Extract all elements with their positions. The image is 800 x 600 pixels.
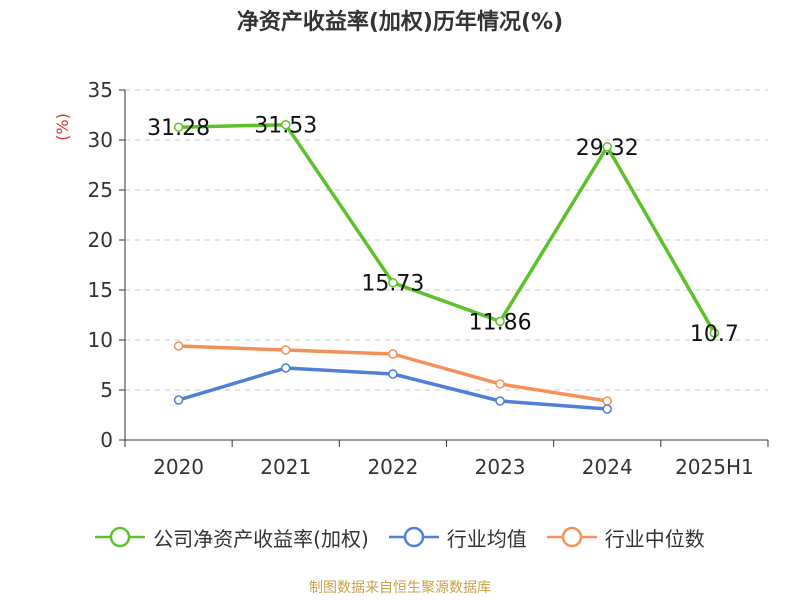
data-point xyxy=(495,396,505,406)
data-label: 31.28 xyxy=(147,116,210,141)
data-point xyxy=(281,119,291,130)
y-tick-label: 35 xyxy=(88,78,113,102)
legend-label: 行业中位数 xyxy=(604,526,705,551)
data-label: 15.73 xyxy=(361,272,424,297)
data-point xyxy=(388,369,398,379)
data-label: 29.32 xyxy=(576,136,639,161)
legend-swatch xyxy=(388,526,439,548)
chart-title: 净资产收益率(加权)历年情况(%) xyxy=(236,10,564,35)
data-point xyxy=(173,341,184,351)
data-label: 10.7 xyxy=(690,322,739,347)
data-point xyxy=(281,345,291,355)
series-line xyxy=(176,122,717,335)
y-tick-label: 25 xyxy=(88,178,113,202)
data-label: 31.53 xyxy=(254,114,317,139)
data-point xyxy=(173,395,184,405)
legend-item[interactable]: 行业均值 xyxy=(388,523,527,552)
x-tick-label: 2022 xyxy=(367,455,418,479)
legend-item[interactable]: 行业中位数 xyxy=(546,523,705,552)
y-tick-label: 0 xyxy=(100,428,113,452)
y-tick-label: 20 xyxy=(88,228,113,252)
chart-legend: 公司净资产收益率(加权) 行业均值 行业中位数 xyxy=(0,519,800,555)
series xyxy=(173,119,720,414)
x-tick-label: 2021 xyxy=(260,455,311,479)
data-point xyxy=(602,404,612,414)
legend-swatch xyxy=(95,526,146,548)
y-tick-label: 10 xyxy=(88,328,113,352)
y-tick-label: 15 xyxy=(88,278,113,302)
x-tick-label: 2020 xyxy=(153,455,204,479)
y-tick-label: 30 xyxy=(88,128,113,152)
data-point xyxy=(709,328,720,338)
legend-item[interactable]: 公司净资产收益率(加权) xyxy=(95,523,369,552)
data-point xyxy=(602,142,612,152)
y-tick-label: 5 xyxy=(100,378,113,402)
legend-label: 行业均值 xyxy=(446,526,527,551)
axes: 0 5 10 15 20 25 30 35 2020 2021 2022 2023 2024 2025H1… xyxy=(53,78,769,479)
legend-label: 公司净资产收益率(加权) xyxy=(153,526,369,551)
y-axis-label: (%) xyxy=(53,113,72,141)
data-label: 11.86 xyxy=(469,310,532,335)
legend-swatch xyxy=(546,526,597,548)
data-point xyxy=(495,316,505,327)
data-point xyxy=(281,363,291,373)
x-tick-label: 2023 xyxy=(475,455,526,479)
data-point xyxy=(495,379,505,389)
x-tick-label: 2025H1 xyxy=(675,455,754,479)
grid-lines xyxy=(125,89,768,391)
data-point xyxy=(602,396,612,406)
source-caption: 制图数据来自恒生聚源数据库 xyxy=(309,580,491,596)
data-point xyxy=(388,277,398,288)
data-labels: 31.28 31.53 15.73 11.86 29.32 10.7 xyxy=(147,114,739,347)
data-point xyxy=(388,349,398,359)
x-tick-label: 2024 xyxy=(582,455,633,479)
data-point xyxy=(173,122,184,132)
